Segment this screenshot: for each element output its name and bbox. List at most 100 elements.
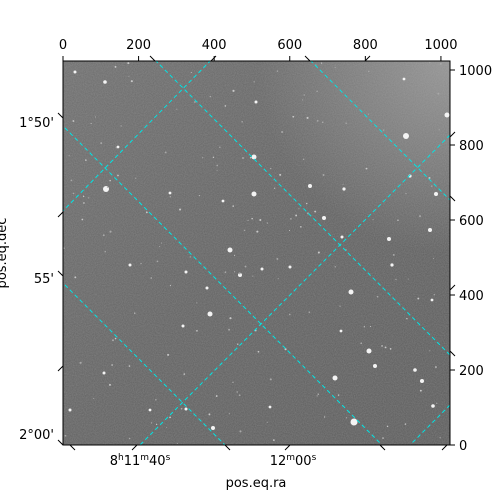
right-tick-label: 1000 [459,64,492,79]
top-tick-label: 0 [59,38,67,53]
faint-star [193,101,196,103]
star [308,184,312,188]
faint-star [266,222,268,224]
y-axis-title: pos.eq.dec [0,218,10,289]
faint-star [360,342,363,345]
star [68,408,72,412]
faint-star [372,218,374,220]
faint-star [303,94,305,96]
faint-star [111,363,114,367]
faint-star [369,325,372,328]
star [102,371,106,375]
star [332,375,338,381]
faint-star [363,326,365,328]
faint-star [308,311,310,313]
faint-star [404,423,407,425]
faint-star [405,192,407,195]
faint-star [432,257,434,260]
world-edge-ticks [57,55,456,451]
faint-star [104,250,106,253]
star [431,404,435,408]
faint-star [208,413,211,416]
star [268,405,272,409]
dec-tick-label-2: 55' [34,272,54,287]
star [128,263,132,267]
faint-star [100,142,103,145]
faint-star [251,217,253,220]
faint-star [316,119,319,122]
faint-star [236,391,238,393]
right-pixel-axis: 0 200 400 600 800 1000 [450,64,492,454]
faint-star [166,426,168,428]
faint-star [169,416,171,419]
faint-star [161,242,163,244]
faint-star [196,302,198,304]
faint-star [288,313,291,316]
faint-star [108,383,111,386]
star [402,77,406,81]
faint-star [386,425,389,428]
faint-star [93,398,95,400]
faint-star [334,67,336,69]
stars [63,62,450,444]
faint-star [439,437,441,439]
faint-star [212,156,215,159]
star [260,267,264,271]
faint-star [72,192,75,195]
faint-star [407,278,409,280]
x-axis-title: pos.eq.ra [226,476,287,491]
faint-star [109,230,112,233]
top-tick-label: 800 [353,38,378,53]
faint-star [367,70,370,73]
faint-star [70,179,73,182]
faint-star [219,146,221,149]
faint-star [155,398,157,401]
faint-star [128,437,131,440]
star [184,270,188,274]
faint-star [169,196,171,198]
star [348,289,354,295]
faint-star [298,208,300,210]
faint-star [317,393,319,395]
faint-star [167,353,170,356]
faint-star [428,176,431,180]
faint-star [180,407,183,410]
faint-star [82,195,85,198]
faint-star [295,214,298,217]
star [339,329,343,333]
faint-star [314,210,317,213]
top-tick-label: 1000 [424,38,457,53]
faint-star [115,146,118,149]
ra-tick-label-2: 12m00s [270,453,317,469]
faint-star [145,211,148,214]
star [288,265,292,269]
star [340,235,344,239]
faint-star [376,295,379,298]
sky-image [63,61,450,445]
faint-star [72,120,75,122]
star [207,311,213,317]
faint-star [345,417,348,419]
faint-star [150,277,153,279]
star [181,324,185,328]
faint-star [140,262,142,265]
faint-star [241,121,243,123]
faint-star [244,265,247,268]
star [430,298,434,302]
faint-star [281,130,284,133]
faint-star [114,337,117,340]
faint-star [228,328,231,331]
faint-star [156,260,159,263]
faint-star [232,381,234,384]
top-tick-label: 600 [277,38,302,53]
faint-star [316,395,318,397]
faint-star [269,167,272,170]
faint-star [395,278,397,281]
faint-star [440,63,442,65]
faint-star [302,158,305,160]
faint-star [209,95,212,98]
star [168,191,172,195]
faint-star [238,394,241,397]
star [184,407,188,411]
faint-star [382,129,385,131]
